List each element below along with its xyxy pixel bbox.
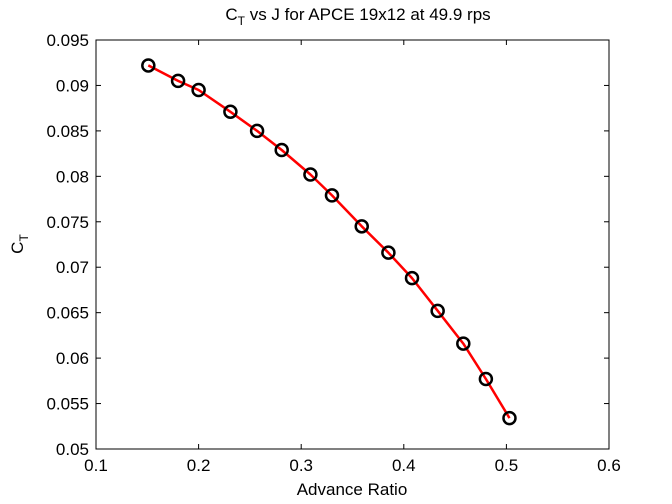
data-point — [191, 82, 206, 98]
data-point — [274, 142, 289, 158]
y-tick-label: 0.075 — [46, 213, 89, 232]
data-point — [170, 73, 186, 89]
y-axis-label: CT — [8, 234, 31, 254]
x-axis: 0.1 0.2 0.3 0.4 0.5 0.6 — [84, 40, 621, 475]
x-axis-label: Advance Ratio — [297, 480, 408, 499]
chart-title: CT vs J for APCE 19x12 at 49.9 rps — [225, 5, 490, 28]
data-point — [478, 371, 494, 387]
data-point — [324, 188, 340, 203]
data-point — [381, 245, 396, 260]
data-point — [141, 58, 156, 73]
y-tick-label: 0.055 — [46, 395, 89, 414]
plot-area — [95, 39, 610, 450]
y-tick-label: 0.065 — [46, 304, 89, 323]
y-tick-label: 0.08 — [56, 167, 89, 186]
y-tick-label: 0.085 — [46, 122, 89, 141]
data-point — [456, 336, 471, 351]
y-tick-label: 0.05 — [56, 440, 89, 459]
x-tick-label: 0.6 — [597, 456, 621, 475]
data-point — [354, 219, 369, 234]
x-tick-label: 0.1 — [84, 456, 108, 475]
x-tick-label: 0.2 — [187, 456, 211, 475]
data-point — [303, 167, 318, 182]
y-tick-label: 0.095 — [46, 31, 89, 50]
x-tick-label: 0.3 — [289, 456, 313, 475]
y-axis: 0.05 0.055 0.06 0.065 0.07 0.075 0.08 0.085 0.09… — [46, 31, 609, 459]
y-tick-label: 0.09 — [56, 76, 89, 95]
x-tick-label: 0.5 — [495, 456, 519, 475]
data-point — [430, 303, 445, 319]
series-layer — [141, 58, 517, 426]
series-line — [147, 64, 511, 419]
data-point — [249, 123, 265, 139]
x-tick-label: 0.4 — [392, 456, 416, 475]
data-point — [404, 270, 420, 286]
y-tick-label: 0.07 — [56, 258, 89, 277]
data-point — [223, 104, 238, 120]
y-tick-label: 0.06 — [56, 349, 89, 368]
data-point — [502, 410, 517, 426]
